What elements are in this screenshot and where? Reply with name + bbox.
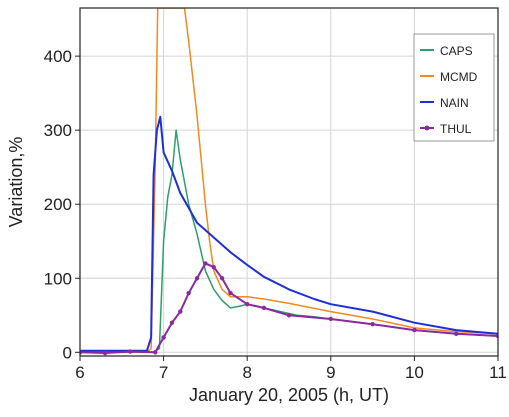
data-point-thul	[286, 313, 292, 318]
x-tick-label: 9	[326, 363, 335, 382]
x-axis-label: January 20, 2005 (h, UT)	[189, 385, 389, 405]
series-lines	[80, 8, 498, 356]
x-tick-label: 7	[159, 363, 168, 382]
data-point-thul	[102, 350, 108, 356]
data-point-thul	[169, 320, 175, 325]
y-tick-label: 0	[63, 343, 72, 362]
data-point-thul	[370, 321, 375, 327]
axis-ticks: 6 7 8 9 10 11 0 100 200 300 400	[44, 47, 507, 382]
y-axis-label: Variation,%	[6, 137, 26, 228]
y-tick-label: 200	[44, 195, 72, 214]
data-point-thul	[211, 264, 216, 270]
data-point-thul	[203, 261, 208, 266]
series-line-nain	[80, 115, 498, 352]
legend: CAPS MCMD NAIN THUL	[413, 33, 495, 142]
legend-box	[413, 33, 495, 142]
legend-label-thul: THUL	[440, 122, 472, 136]
plot-frame	[79, 7, 499, 357]
data-point-thul	[178, 309, 183, 314]
legend-label-nain: NAIN	[440, 96, 469, 110]
data-point-thul	[153, 350, 158, 355]
x-tick-label: 10	[405, 363, 424, 382]
data-point-thul	[127, 349, 133, 354]
data-point-thul	[161, 335, 166, 340]
x-tick-label: 6	[75, 363, 84, 382]
y-tick-label: 400	[44, 47, 72, 66]
data-point-thul	[186, 290, 191, 296]
x-tick-label: 11	[489, 363, 507, 382]
y-tick-label: 300	[44, 121, 72, 140]
data-point-thul	[219, 276, 225, 281]
data-point-thul	[412, 327, 417, 333]
data-point-thul	[228, 290, 233, 296]
legend-label-mcmd: MCMD	[440, 70, 478, 84]
data-point-thul	[194, 276, 200, 281]
data-point-thul	[454, 331, 459, 336]
legend-label-caps: CAPS	[440, 44, 473, 58]
data-point-thul	[245, 301, 250, 307]
data-point-thul	[328, 316, 333, 322]
series-line-thul	[80, 262, 498, 354]
legend-marker-thul	[424, 125, 430, 131]
data-point-thul	[261, 305, 267, 311]
series-line-caps	[80, 129, 498, 354]
y-tick-label: 100	[44, 269, 72, 288]
x-tick-label: 8	[242, 363, 251, 382]
series-line-mcmd	[80, 8, 498, 354]
